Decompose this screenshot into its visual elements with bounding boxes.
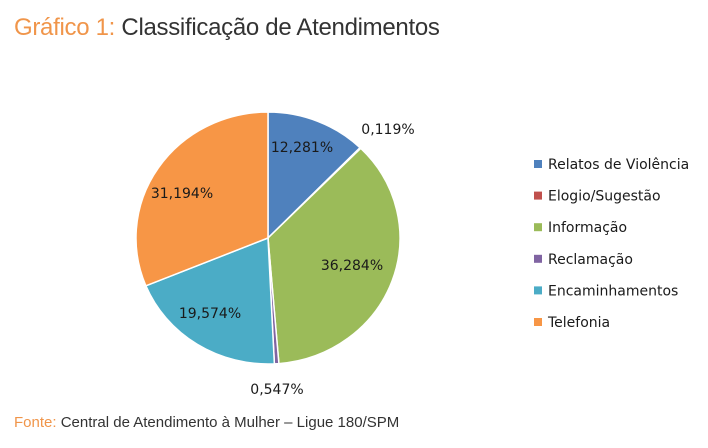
slice-labels: 12,281% 0,119% 36,284% 0,547% 19,574% 31,194% <box>151 122 415 398</box>
legend-swatch-4 <box>534 254 542 263</box>
slice-label-6: 31,194% <box>151 186 213 202</box>
source-prefix: Fonte: <box>14 414 57 431</box>
slice-label-1: 12,281% <box>271 140 333 156</box>
pie-slice-5 <box>144 236 276 365</box>
legend-label-4: Reclamação <box>548 252 633 268</box>
source-note: Fonte: Central de Atendimento à Mulher –… <box>14 414 399 431</box>
title-prefix: Gráfico 1: <box>14 14 116 41</box>
slice-label-5: 19,574% <box>179 306 241 322</box>
pie-slice-1 <box>267 111 362 240</box>
legend-swatch-2 <box>534 191 542 200</box>
legend-label-5: Encaminhamentos <box>548 283 678 299</box>
legend-label-1: Relatos de Violência <box>548 157 689 173</box>
legend-swatch-3 <box>534 223 542 232</box>
legend-swatch-6 <box>534 318 542 326</box>
legend-swatch-1 <box>534 160 542 168</box>
title-text: Classificação de Atendimentos <box>121 14 440 41</box>
legend-swatch-5 <box>534 286 542 295</box>
legend-label-2: Elogio/Sugestão <box>548 189 661 205</box>
legend-label-3: Informação <box>548 220 627 236</box>
legend: Relatos de Violência Elogio/Sugestão Infor… <box>534 157 689 331</box>
slice-label-2: 0,119% <box>361 122 414 138</box>
chart-title: Gráfico 1: Classificação de Atendimentos <box>14 14 440 42</box>
source-text: Central de Atendimento à Mulher – Ligue … <box>60 414 400 431</box>
slice-label-4: 0,547% <box>250 382 303 398</box>
pie-slices <box>135 111 401 365</box>
pie-slice-6 <box>135 111 269 287</box>
slice-label-3: 36,284% <box>321 258 383 274</box>
legend-label-6: Telefonia <box>547 315 610 331</box>
pie-slice-3 <box>267 147 401 365</box>
